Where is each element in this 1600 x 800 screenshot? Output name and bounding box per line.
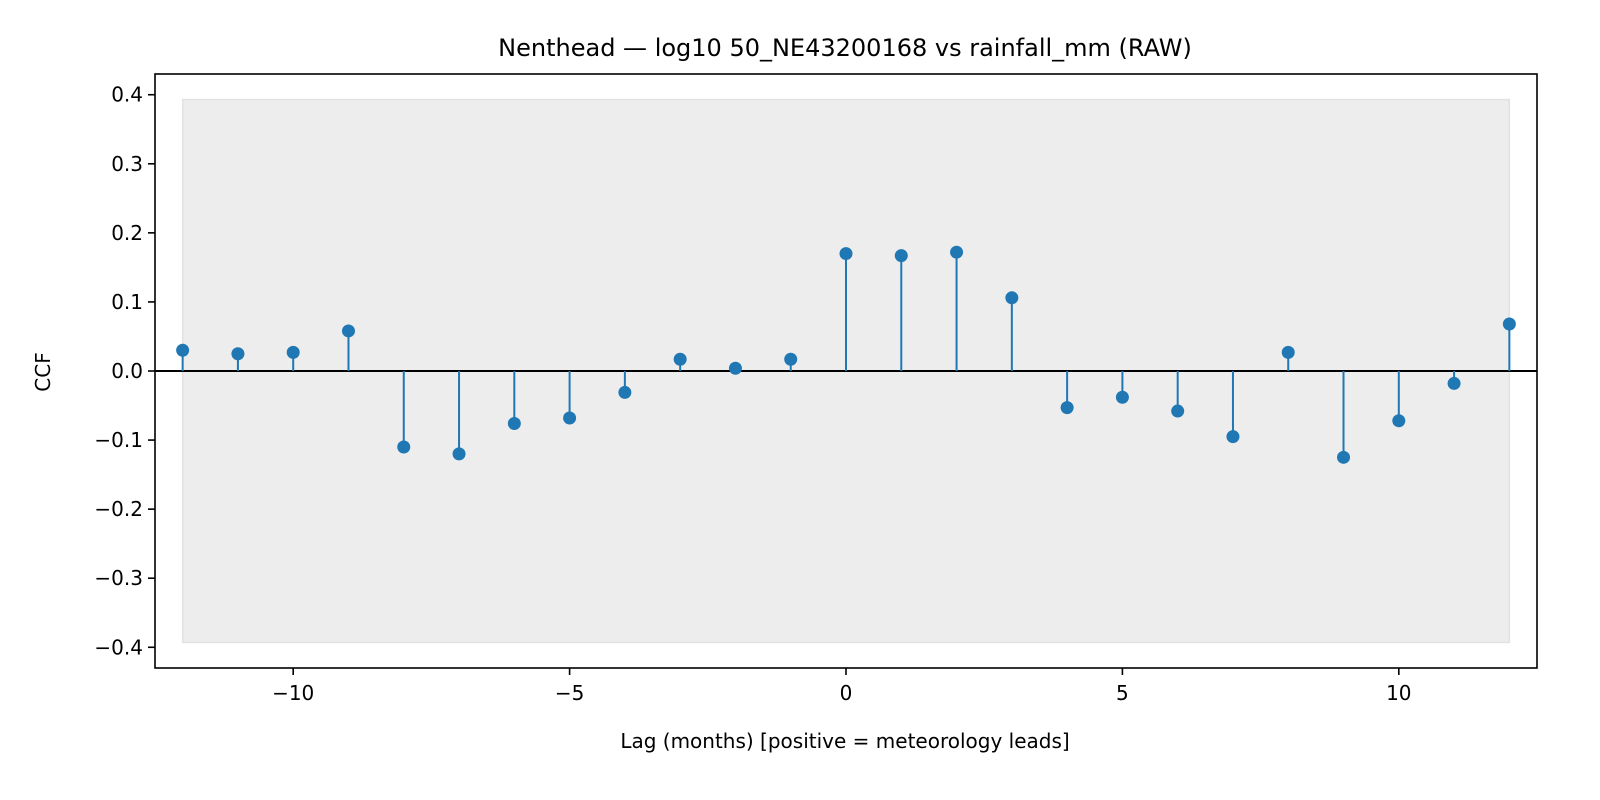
stem-marker [1281,345,1295,359]
stem-layer [176,245,1516,464]
stem-marker [728,361,742,375]
y-tick-label: 0.3 [111,152,143,176]
stem-marker [1392,414,1406,428]
x-tick-label: 5 [1116,681,1129,705]
y-tick-label: 0.4 [111,83,143,107]
stem-marker [231,347,245,361]
stem-marker [1115,390,1129,404]
stem-marker [286,345,300,359]
y-tick-label: −0.2 [94,497,143,521]
x-tick-layer: −10 −5 0 5 10 [272,668,1412,705]
y-tick-label: 0.2 [111,221,143,245]
y-axis-label: CCF [31,352,55,391]
stem-marker [1226,430,1240,444]
y-tick-label: 0.1 [111,290,143,314]
stem-marker [1171,404,1185,418]
stem-marker [1502,317,1516,331]
stem-marker [618,385,632,399]
stem-marker [894,249,908,263]
y-tick-layer: −0.4 −0.3 −0.2 −0.1 0.0 0.1 0.2 0.3 0.4 [94,83,155,659]
y-tick-label: −0.3 [94,566,143,590]
y-tick-label: −0.1 [94,428,143,452]
stem-marker [452,447,466,461]
y-tick-label: 0.0 [111,359,143,383]
y-tick-label: −0.4 [94,635,143,659]
x-tick-label: −10 [272,681,314,705]
x-tick-label: 10 [1386,681,1411,705]
stem-marker [507,416,521,430]
chart-title: Nenthead — log10 50_NE43200168 vs rainfa… [498,34,1192,62]
stem-marker [839,247,853,261]
x-tick-label: −5 [555,681,584,705]
stem-marker [563,411,577,425]
stem-marker [397,440,411,454]
stem-marker [341,324,355,338]
stem-marker [673,352,687,366]
stem-marker [784,352,798,366]
stem-marker [1447,376,1461,390]
x-axis-label: Lag (months) [positive = meteorology lea… [620,729,1069,753]
stem-marker [1337,450,1351,464]
stem-marker [1060,401,1074,415]
stem-marker [950,245,964,259]
x-tick-label: 0 [840,681,853,705]
stem-marker [1005,291,1019,305]
stem-marker [176,343,190,357]
